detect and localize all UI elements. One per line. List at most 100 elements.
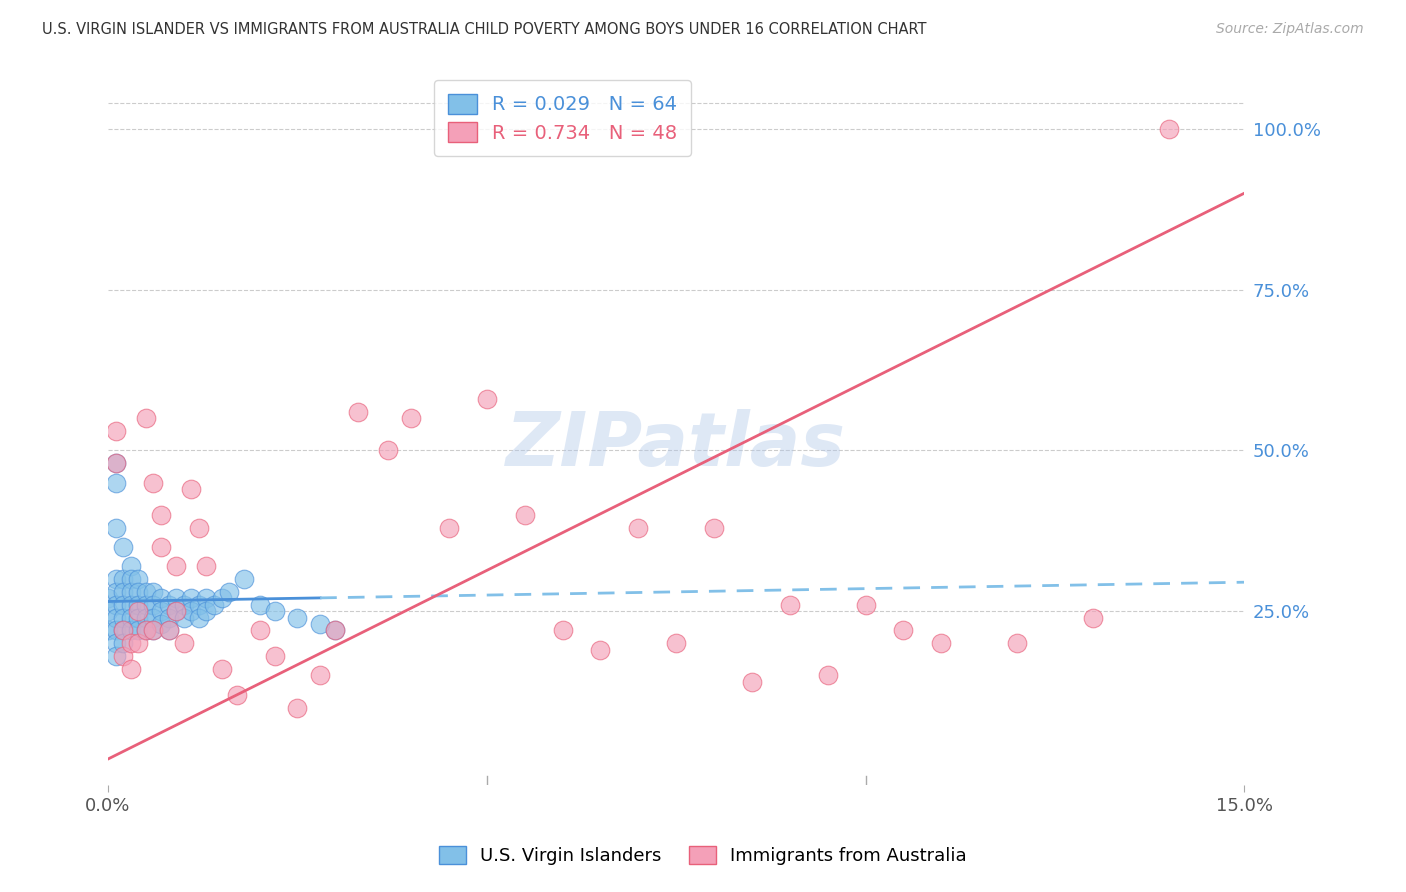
Point xyxy=(173,598,195,612)
Point xyxy=(150,617,173,632)
Point xyxy=(112,624,135,638)
Point xyxy=(187,520,209,534)
Point xyxy=(157,610,180,624)
Point xyxy=(347,405,370,419)
Point xyxy=(627,520,650,534)
Point xyxy=(104,585,127,599)
Point xyxy=(120,610,142,624)
Point xyxy=(112,649,135,664)
Point xyxy=(120,636,142,650)
Point xyxy=(120,585,142,599)
Point xyxy=(135,624,157,638)
Point xyxy=(142,598,165,612)
Point xyxy=(1157,121,1180,136)
Point xyxy=(127,624,149,638)
Point xyxy=(120,598,142,612)
Point xyxy=(157,598,180,612)
Point xyxy=(112,598,135,612)
Point xyxy=(249,598,271,612)
Point xyxy=(112,572,135,586)
Point xyxy=(150,540,173,554)
Point xyxy=(135,598,157,612)
Point xyxy=(309,668,332,682)
Point xyxy=(112,624,135,638)
Legend: U.S. Virgin Islanders, Immigrants from Australia: U.S. Virgin Islanders, Immigrants from A… xyxy=(432,838,974,872)
Point xyxy=(142,610,165,624)
Point xyxy=(475,392,498,406)
Point xyxy=(104,649,127,664)
Point xyxy=(309,617,332,632)
Point xyxy=(399,411,422,425)
Point xyxy=(127,610,149,624)
Point xyxy=(112,610,135,624)
Point xyxy=(97,604,120,618)
Point xyxy=(703,520,725,534)
Point xyxy=(112,585,135,599)
Point xyxy=(104,456,127,470)
Point xyxy=(931,636,953,650)
Point xyxy=(127,572,149,586)
Point xyxy=(127,598,149,612)
Point xyxy=(135,610,157,624)
Point xyxy=(97,591,120,606)
Point xyxy=(180,591,202,606)
Point xyxy=(211,591,233,606)
Point xyxy=(104,424,127,438)
Point xyxy=(817,668,839,682)
Point xyxy=(135,585,157,599)
Point xyxy=(97,624,120,638)
Point xyxy=(127,636,149,650)
Point xyxy=(142,624,165,638)
Point xyxy=(112,636,135,650)
Point xyxy=(120,559,142,574)
Point xyxy=(135,624,157,638)
Point xyxy=(779,598,801,612)
Point xyxy=(165,604,187,618)
Point xyxy=(377,443,399,458)
Point xyxy=(893,624,915,638)
Point xyxy=(180,482,202,496)
Point xyxy=(225,688,247,702)
Point xyxy=(165,591,187,606)
Point xyxy=(104,520,127,534)
Point xyxy=(218,585,240,599)
Text: ZIPatlas: ZIPatlas xyxy=(506,409,846,482)
Point xyxy=(150,604,173,618)
Point xyxy=(157,624,180,638)
Point xyxy=(157,624,180,638)
Point xyxy=(127,604,149,618)
Point xyxy=(104,572,127,586)
Point xyxy=(165,559,187,574)
Point xyxy=(120,572,142,586)
Point xyxy=(195,559,218,574)
Point xyxy=(551,624,574,638)
Point xyxy=(437,520,460,534)
Point xyxy=(513,508,536,522)
Point xyxy=(323,624,346,638)
Point xyxy=(202,598,225,612)
Point xyxy=(142,475,165,490)
Legend: R = 0.029   N = 64, R = 0.734   N = 48: R = 0.029 N = 64, R = 0.734 N = 48 xyxy=(434,80,692,156)
Point xyxy=(104,610,127,624)
Point xyxy=(104,598,127,612)
Point xyxy=(150,508,173,522)
Point xyxy=(741,674,763,689)
Text: U.S. VIRGIN ISLANDER VS IMMIGRANTS FROM AUSTRALIA CHILD POVERTY AMONG BOYS UNDER: U.S. VIRGIN ISLANDER VS IMMIGRANTS FROM … xyxy=(42,22,927,37)
Point xyxy=(135,411,157,425)
Point xyxy=(195,591,218,606)
Point xyxy=(249,624,271,638)
Point xyxy=(142,585,165,599)
Point xyxy=(173,610,195,624)
Point xyxy=(1005,636,1028,650)
Point xyxy=(263,649,285,664)
Point xyxy=(180,604,202,618)
Text: Source: ZipAtlas.com: Source: ZipAtlas.com xyxy=(1216,22,1364,37)
Point xyxy=(187,598,209,612)
Point xyxy=(233,572,256,586)
Point xyxy=(104,624,127,638)
Point xyxy=(589,642,612,657)
Point xyxy=(287,610,309,624)
Point xyxy=(263,604,285,618)
Point xyxy=(120,662,142,676)
Point xyxy=(104,475,127,490)
